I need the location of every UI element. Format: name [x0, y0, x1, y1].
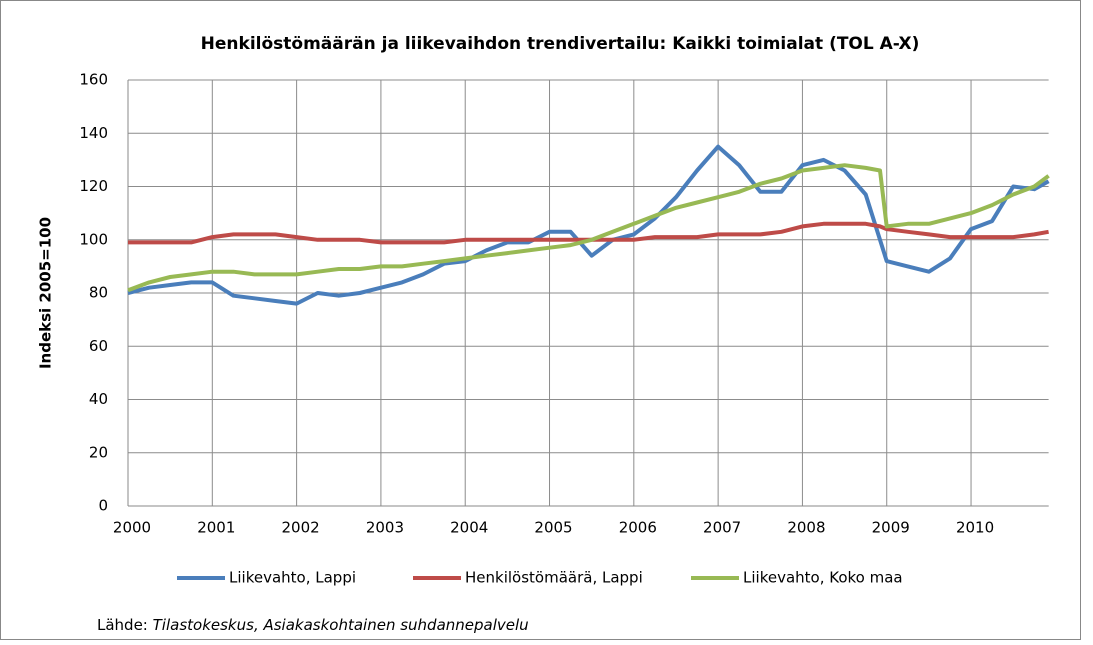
y-tick-label: 100 — [79, 230, 108, 248]
x-tick-label: 2000 — [113, 519, 151, 537]
x-tick-label: 2007 — [703, 519, 741, 537]
y-tick-label: 160 — [79, 71, 108, 89]
legend-label: Liikevahto, Koko maa — [743, 569, 903, 587]
y-tick-label: 40 — [89, 390, 108, 408]
y-tick-label: 120 — [79, 177, 108, 195]
chart-title: Henkilöstömäärän ja liikevaihdon trendiv… — [201, 34, 920, 54]
data-line — [128, 221, 1049, 245]
legend-label: Liikevahto, Lappi — [229, 569, 356, 587]
x-tick-label: 2004 — [450, 519, 488, 537]
source-text: Tilastokeskus, Asiakaskohtainen suhdanne… — [153, 616, 529, 634]
y-tick-label: 20 — [89, 443, 108, 461]
x-tick-label: 2006 — [619, 519, 657, 537]
y-tick-label: 140 — [79, 124, 108, 142]
x-tick-label: 2009 — [872, 519, 910, 537]
y-tick-label: 0 — [98, 497, 108, 515]
x-tick-label: 2001 — [197, 519, 235, 537]
y-tick-label: 60 — [89, 337, 108, 355]
x-tick-label: 2002 — [282, 519, 320, 537]
data-line — [127, 163, 1050, 293]
data-line — [127, 144, 1050, 306]
y-tick-label: 80 — [89, 284, 108, 302]
legend-label: Henkilöstömäärä, Lappi — [465, 569, 643, 587]
x-tick-label: 2005 — [534, 519, 572, 537]
x-tick-label: 2008 — [787, 519, 825, 537]
y-axis-label: Indeksi 2005=100 — [37, 217, 55, 369]
source: Lähde: Tilastokeskus, Asiakaskohtainen s… — [97, 616, 529, 634]
x-tick-label: 2010 — [956, 519, 994, 537]
x-tick-label: 2003 — [366, 519, 404, 537]
source-label: Lähde: — [97, 616, 148, 634]
